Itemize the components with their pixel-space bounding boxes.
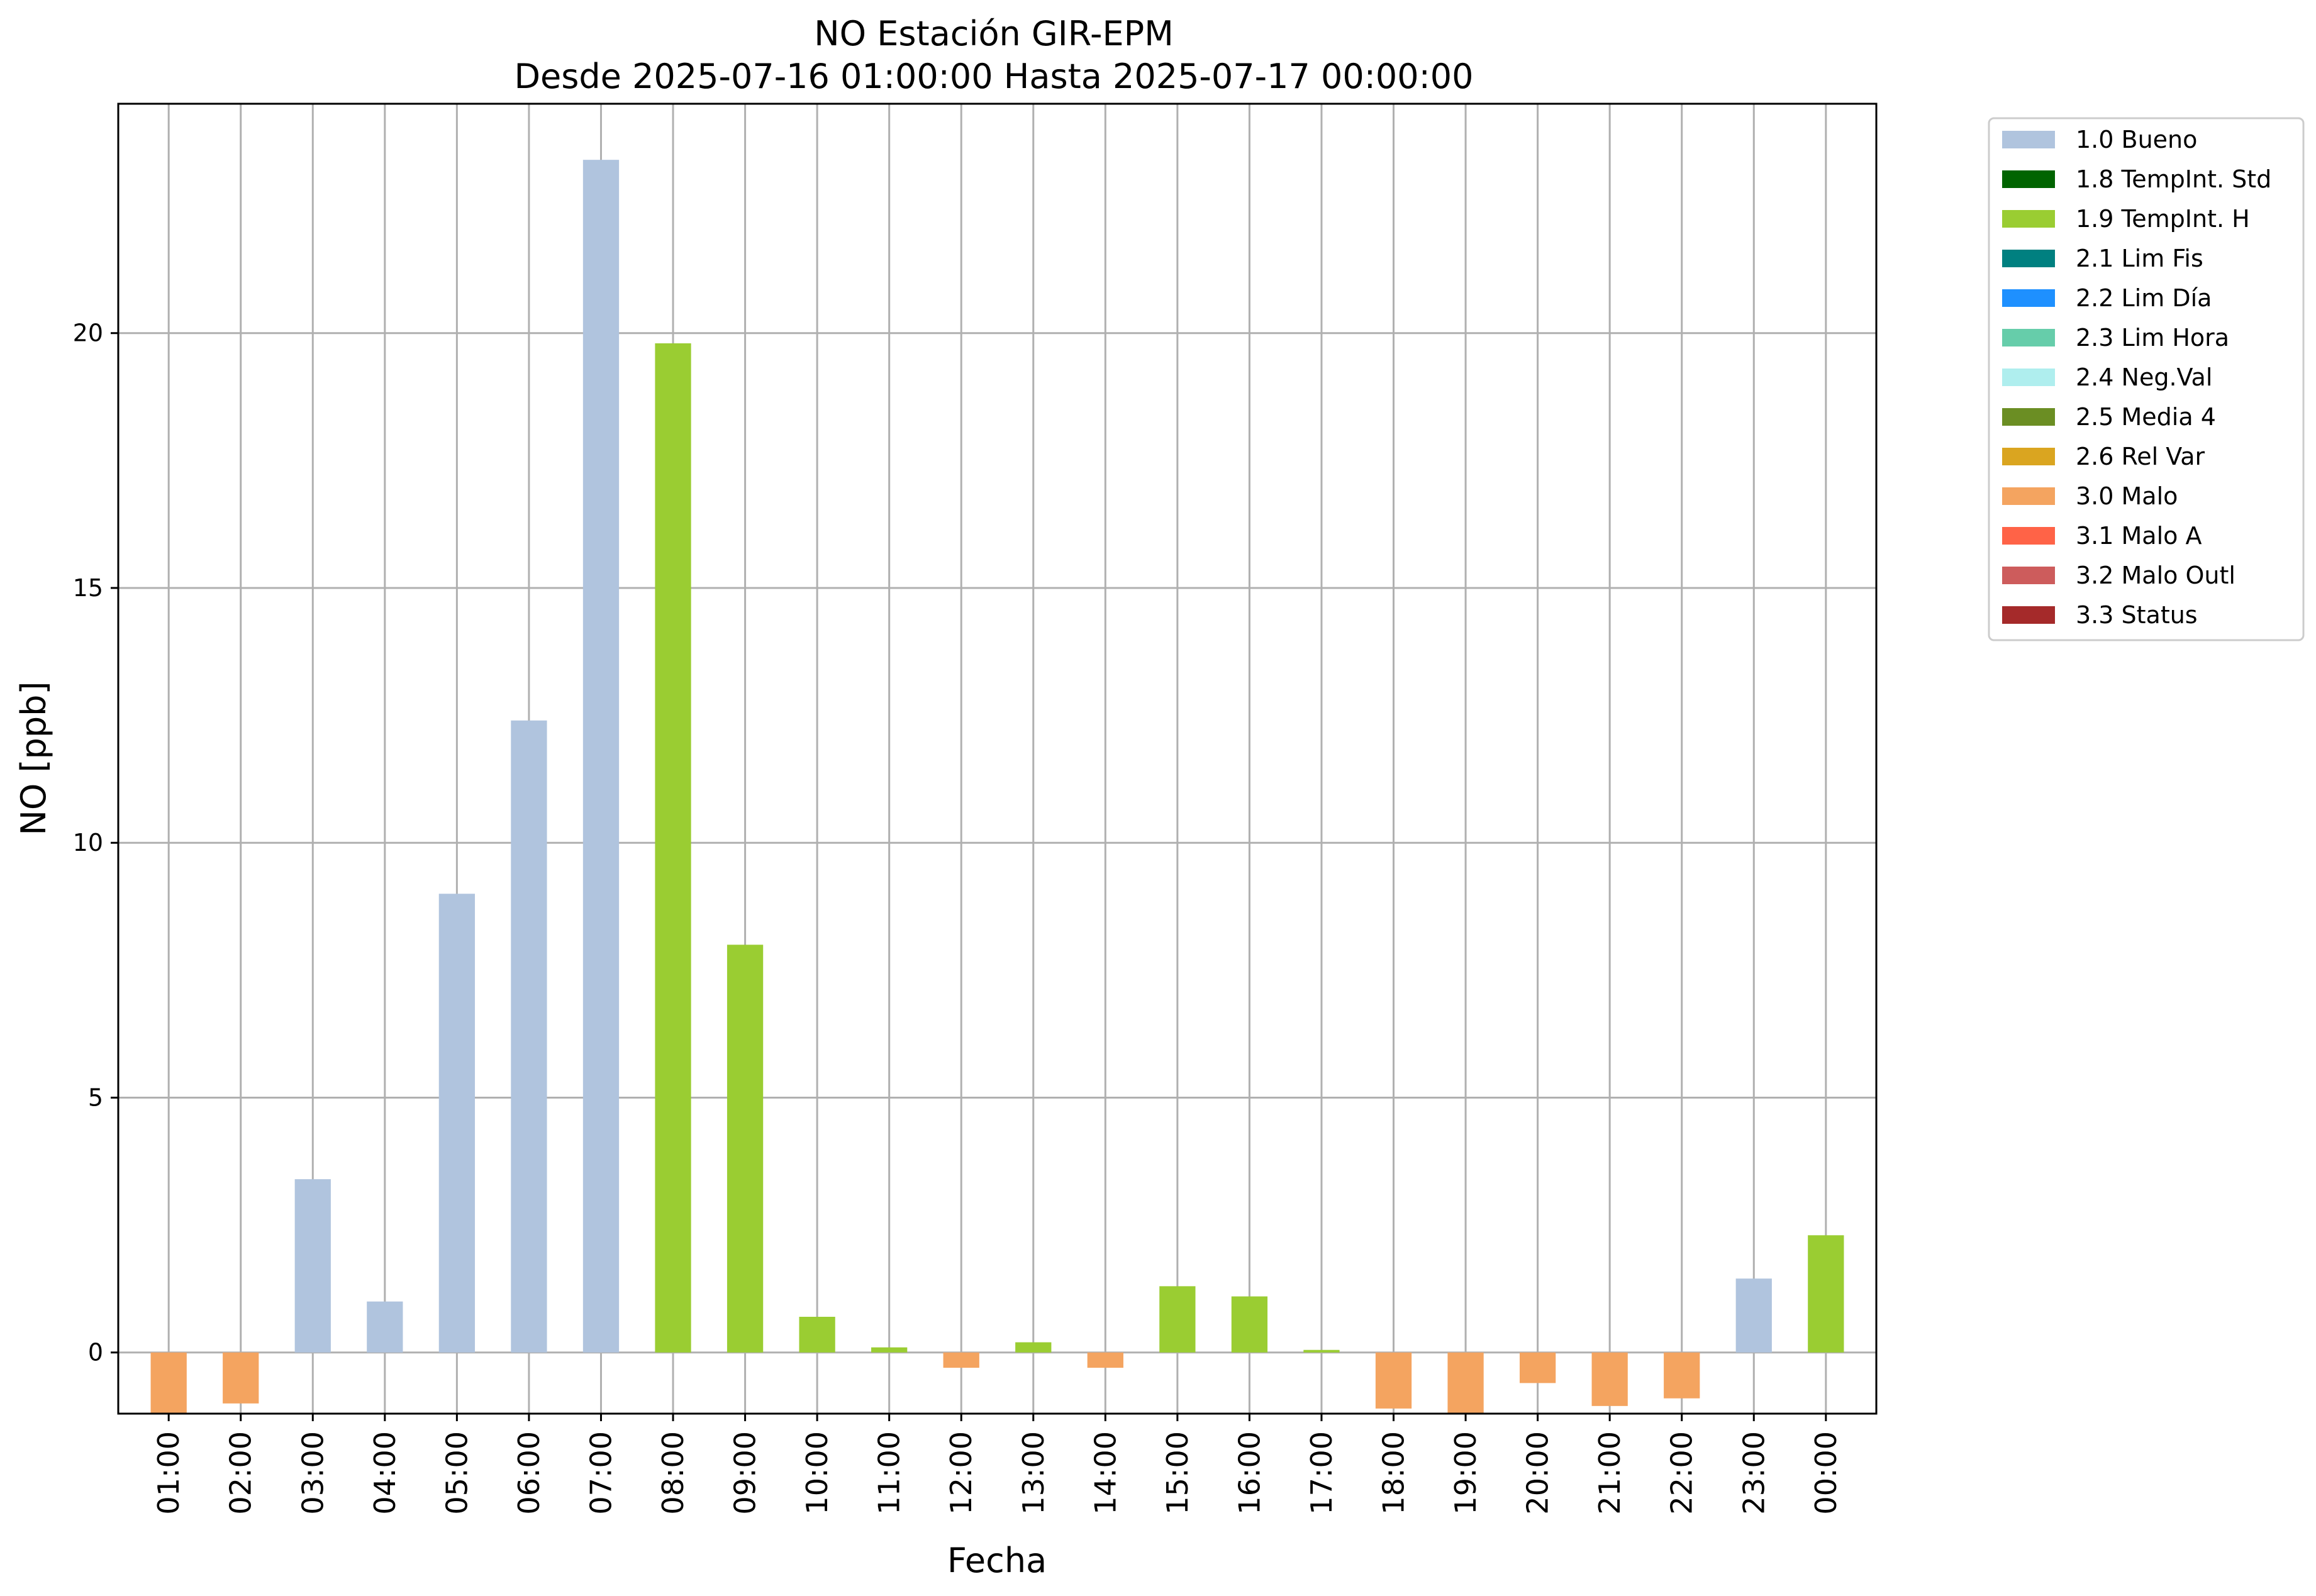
legend-swatch: [2002, 487, 2055, 505]
plot-frame: [117, 103, 1878, 1415]
bar-1200: [943, 1352, 979, 1368]
bar-0900: [727, 945, 764, 1353]
legend-label: 2.6 Rel Var: [2076, 443, 2205, 470]
bar-1000: [799, 1317, 835, 1353]
x-tick-label: 03:00: [296, 1431, 330, 1515]
x-tick-label: 16:00: [1232, 1431, 1266, 1515]
y-tick-label: 10: [73, 829, 103, 856]
bar-0500: [438, 894, 476, 1353]
x-tick-label: 02:00: [224, 1431, 258, 1515]
bar-layer: [150, 160, 1844, 1414]
x-tick-label: 21:00: [1593, 1431, 1627, 1515]
x-tick-label: 04:00: [368, 1431, 402, 1515]
legend-label: 3.0 Malo: [2076, 482, 2178, 510]
x-axis-label: Fecha: [947, 1541, 1047, 1580]
x-tick-label: 17:00: [1305, 1431, 1339, 1515]
bar-0600: [511, 720, 547, 1353]
legend-swatch: [2002, 567, 2055, 584]
bar-2100: [1591, 1352, 1628, 1406]
bar-1700: [1303, 1349, 1340, 1353]
x-tick-label: 23:00: [1737, 1431, 1771, 1515]
legend-swatch: [2002, 527, 2055, 545]
x-tick-labels: 01:00 02:00 03:00 04:00 05:00 06:00 07:00 08:00…: [152, 1414, 1843, 1515]
y-tick-label: 15: [73, 574, 103, 602]
legend-label: 2.2 Lim Día: [2076, 284, 2212, 312]
legend-label: 3.1 Malo A: [2076, 522, 2202, 550]
x-tick-label: 01:00: [152, 1431, 186, 1515]
legend-swatch: [2002, 131, 2055, 148]
bar-0300: [294, 1179, 331, 1353]
legend-label: 1.0 Bueno: [2076, 126, 2197, 153]
x-tick-label: 11:00: [872, 1431, 906, 1515]
x-tick-label: 20:00: [1521, 1431, 1555, 1515]
x-tick-label: 18:00: [1377, 1431, 1411, 1515]
legend-swatch: [2002, 210, 2055, 228]
bar-0100: [150, 1352, 187, 1414]
y-axis-label: NO [ppb]: [14, 681, 53, 835]
legend-label: 3.2 Malo Outl: [2076, 562, 2235, 589]
legend-label: 2.1 Lim Fis: [2076, 245, 2203, 272]
x-tick-label: 07:00: [584, 1431, 618, 1515]
legend-swatch: [2002, 448, 2055, 465]
legend-swatch: [2002, 250, 2055, 267]
x-tick-label: 05:00: [440, 1431, 474, 1515]
legend: 1.0 Bueno 1.8 TempInt. Std 1.9 TempInt. H 2…: [1988, 117, 2305, 641]
legend-label: 2.5 Media 4: [2076, 403, 2216, 431]
chart-subtitle: Desde 2025-07-16 01:00:00 Hasta 2025-07-…: [514, 57, 1473, 96]
legend-swatch: [2002, 289, 2055, 307]
bar-0800: [655, 343, 691, 1353]
x-tick-label: 08:00: [656, 1431, 690, 1515]
bar-1300: [1015, 1342, 1052, 1353]
legend-label: 1.9 TempInt. H: [2076, 205, 2250, 233]
bar-1800: [1375, 1352, 1412, 1409]
bar-0700: [582, 160, 620, 1353]
legend-box: [1988, 117, 2305, 641]
x-tick-label: 14:00: [1088, 1431, 1122, 1515]
legend-label: 2.4 Neg.Val: [2076, 363, 2212, 391]
legend-swatch: [2002, 408, 2055, 426]
x-tick-label: 09:00: [728, 1431, 762, 1515]
legend-label: 1.8 TempInt. Std: [2076, 165, 2271, 193]
legend-label: 2.3 Lim Hora: [2076, 324, 2229, 352]
x-tick-label: 13:00: [1016, 1431, 1050, 1515]
legend-swatch: [2002, 606, 2055, 624]
bar-1400: [1087, 1352, 1123, 1368]
x-tick-label: 12:00: [944, 1431, 978, 1515]
y-tick-label: 5: [88, 1083, 103, 1111]
x-tick-label: 19:00: [1449, 1431, 1483, 1515]
y-tick-label: 20: [73, 319, 103, 347]
bar-1500: [1159, 1286, 1196, 1353]
x-tick-label: 10:00: [800, 1431, 834, 1515]
y-tick-label: 0: [88, 1339, 103, 1366]
chart-title: NO Estación GIR-EPM: [814, 14, 1174, 53]
grid-layer: [118, 104, 1876, 1414]
x-tick-label: 00:00: [1809, 1431, 1843, 1515]
legend-swatch: [2002, 369, 2055, 386]
bar-2000: [1519, 1352, 1556, 1383]
bar-0400: [367, 1301, 403, 1353]
legend-swatch: [2002, 329, 2055, 346]
legend-swatch: [2002, 170, 2055, 188]
bar-2200: [1664, 1352, 1700, 1399]
bar-2300: [1735, 1278, 1772, 1353]
x-tick-label: 15:00: [1161, 1431, 1194, 1515]
bar-1900: [1447, 1352, 1484, 1414]
bar-0000: [1808, 1235, 1844, 1353]
y-tick-labels: 0 5 10 15 20: [73, 319, 118, 1366]
bar-1100: [871, 1347, 908, 1353]
bar-1600: [1231, 1296, 1268, 1353]
legend-label: 3.3 Status: [2076, 601, 2198, 629]
x-tick-label: 06:00: [512, 1431, 546, 1515]
x-tick-label: 22:00: [1665, 1431, 1699, 1515]
bar-0200: [223, 1352, 259, 1404]
